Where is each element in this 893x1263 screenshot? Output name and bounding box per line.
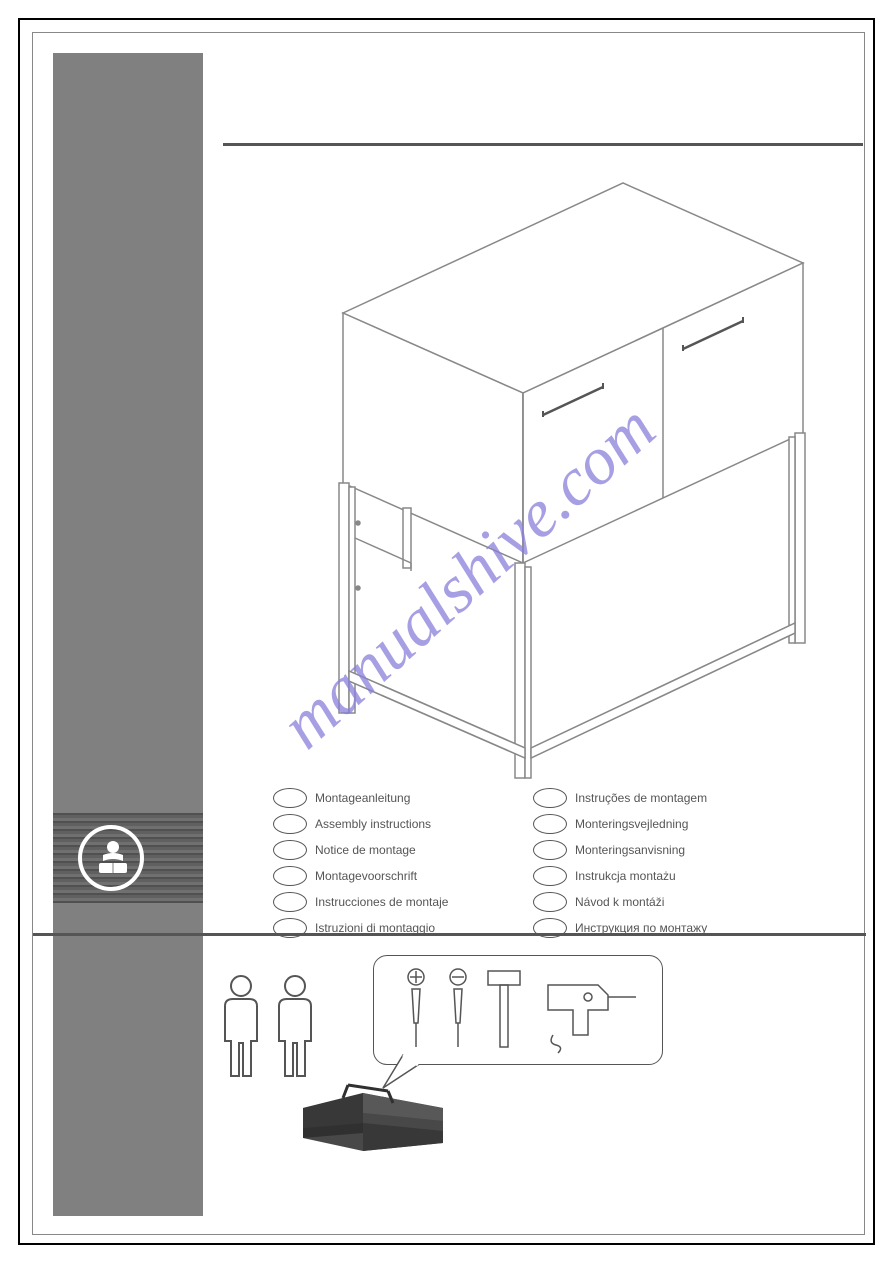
lang-label: Montagevoorschrift xyxy=(315,869,417,883)
furniture-illustration xyxy=(243,163,843,783)
lang-oval xyxy=(533,840,567,860)
lang-row: Montageanleitung xyxy=(273,785,493,811)
lang-oval xyxy=(533,892,567,912)
inner-frame: Montageanleitung Assembly instructions N… xyxy=(32,32,865,1235)
lang-label: Návod k montáži xyxy=(575,895,664,909)
lang-oval xyxy=(533,814,567,834)
tools-icons xyxy=(388,965,648,1055)
lang-row: Montagevoorschrift xyxy=(273,863,493,889)
lang-oval xyxy=(533,866,567,886)
lang-label: Istruzioni di montaggio xyxy=(315,921,435,935)
lang-row: Инструкция по монтажу xyxy=(533,915,753,941)
outer-frame: Montageanleitung Assembly instructions N… xyxy=(18,18,875,1245)
lang-oval xyxy=(273,840,307,860)
two-people-icon xyxy=(213,971,333,1081)
lang-oval xyxy=(273,866,307,886)
sidebar xyxy=(53,53,203,1216)
lang-oval xyxy=(533,918,567,938)
lang-oval xyxy=(273,788,307,808)
lang-label: Инструкция по монтажу xyxy=(575,921,707,935)
lang-oval xyxy=(273,892,307,912)
lang-label: Instruções de montagem xyxy=(575,791,707,805)
lang-row: Notice de montage xyxy=(273,837,493,863)
lang-label: Instrukcja montażu xyxy=(575,869,676,883)
lang-label: Monteringsvejledning xyxy=(575,817,688,831)
lang-row: Monteringsvejledning xyxy=(533,811,753,837)
lang-label: Monteringsanvisning xyxy=(575,843,685,857)
title-underline xyxy=(223,143,863,146)
lang-row: Assembly instructions xyxy=(273,811,493,837)
lang-row: Instruções de montagem xyxy=(533,785,753,811)
lang-row: Monteringsanvisning xyxy=(533,837,753,863)
lang-label: Notice de montage xyxy=(315,843,416,857)
lang-oval xyxy=(533,788,567,808)
lang-row: Návod k montáži xyxy=(533,889,753,915)
lang-oval xyxy=(273,814,307,834)
lang-label: Montageanleitung xyxy=(315,791,410,805)
language-list-left: Montageanleitung Assembly instructions N… xyxy=(273,785,493,941)
read-manual-icon xyxy=(93,839,133,879)
lang-label: Instrucciones de montaje xyxy=(315,895,448,909)
language-list-right: Instruções de montagem Monteringsvejledn… xyxy=(533,785,753,941)
lang-row: Instrukcja montażu xyxy=(533,863,753,889)
lang-row: Instrucciones de montaje xyxy=(273,889,493,915)
toolbox-icon xyxy=(293,1073,453,1153)
lang-label: Assembly instructions xyxy=(315,817,431,831)
lang-row: Istruzioni di montaggio xyxy=(273,915,493,941)
lang-oval xyxy=(273,918,307,938)
